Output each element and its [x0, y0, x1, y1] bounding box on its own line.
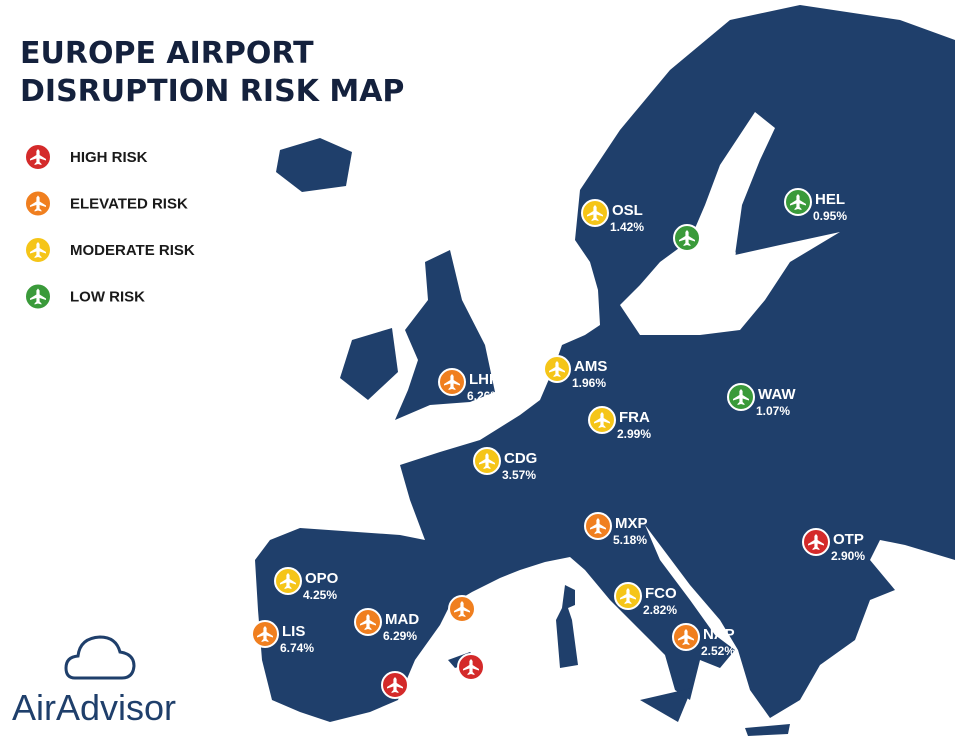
- airport-code: FRA: [619, 409, 650, 426]
- airport-rate: 0.95%: [813, 209, 847, 223]
- airport-code: OPO: [305, 570, 339, 587]
- plane-icon: [790, 194, 806, 210]
- title: DISRUPTION RISK MAP: [20, 74, 404, 109]
- sicily: [640, 688, 692, 722]
- map: [255, 5, 955, 736]
- crete: [745, 724, 790, 736]
- airport-rate: 6.74%: [280, 641, 314, 655]
- plane-icon: [678, 629, 694, 645]
- airport-rate: 2.90%: [831, 549, 865, 563]
- north-sea: [495, 240, 575, 400]
- airport-code: MXP: [615, 515, 648, 532]
- airport-rate: 2.82%: [643, 603, 677, 617]
- airport-rate: 4.25%: [303, 588, 337, 602]
- mainland: [255, 5, 955, 722]
- airport-rate: 5.25%: [477, 616, 511, 630]
- airport-code: FCO: [645, 585, 677, 602]
- legend-label: ELEVATED RISK: [70, 196, 188, 213]
- plane-icon: [549, 361, 565, 377]
- plane-icon: [30, 242, 46, 258]
- cloud-icon: [64, 635, 136, 680]
- plane-icon: [590, 518, 606, 534]
- ireland: [340, 328, 398, 400]
- legend-label: HIGH RISK: [70, 149, 148, 166]
- legend: HIGH RISK ELEVATED RISK MODERATE RISK LOW R…: [24, 143, 195, 311]
- airport-code: HEL: [815, 191, 845, 208]
- airport-code: MAD: [385, 611, 419, 628]
- plane-icon: [587, 205, 603, 221]
- logo: AirAdvisor: [12, 635, 176, 728]
- airport-rate: 11.73%: [410, 692, 450, 706]
- airport-rate: 6.29%: [383, 629, 417, 643]
- airport-code: BCN: [479, 598, 512, 615]
- plane-icon: [30, 288, 46, 305]
- title: EUROPE AIRPORT: [20, 36, 314, 71]
- plane-icon: [463, 659, 479, 675]
- plane-icon: [257, 626, 273, 642]
- airport-rate: 2.99%: [617, 427, 651, 441]
- airport-code: OSL: [612, 202, 643, 219]
- airport-code: OTP: [833, 531, 864, 548]
- baltic-sea: [620, 112, 840, 335]
- airport-rate: 3.57%: [502, 468, 536, 482]
- plane-icon: [444, 374, 460, 390]
- airport-code: WAW: [758, 386, 796, 403]
- airport-code: CDG: [504, 450, 537, 467]
- plane-icon: [360, 614, 376, 630]
- airport-rate: 6.26%: [467, 389, 501, 403]
- plane-icon: [808, 534, 824, 550]
- plane-icon: [594, 412, 610, 428]
- legend-label: MODERATE RISK: [70, 242, 195, 259]
- iceland: [276, 138, 352, 192]
- great-britain: [395, 250, 495, 420]
- plane-icon: [733, 389, 749, 405]
- airport-code: ALC: [412, 674, 443, 691]
- legend-label: LOW RISK: [70, 289, 145, 306]
- plane-icon: [280, 573, 296, 589]
- airport-code: LIS: [282, 623, 305, 640]
- airport-rate: 5.18%: [613, 533, 647, 547]
- airport-code: PMI: [488, 656, 515, 673]
- plane-icon: [454, 601, 470, 617]
- airport-code: AMS: [574, 358, 607, 375]
- airport-code: ARN: [704, 227, 737, 244]
- airport-code: LHR: [469, 371, 500, 388]
- airport-code: NAP: [703, 626, 735, 643]
- airport-rate: 1.42%: [610, 220, 644, 234]
- airport-rate: 1.96%: [572, 376, 606, 390]
- brand: AirAdvisor: [12, 687, 176, 728]
- plane-icon: [30, 149, 46, 165]
- plane-icon: [679, 230, 695, 246]
- plane-icon: [479, 453, 495, 469]
- airport-rate: 7.60%: [486, 674, 520, 688]
- airport-rate: 2.52%: [701, 644, 735, 658]
- plane-icon: [387, 677, 403, 693]
- plane-icon: [30, 195, 46, 212]
- airport-rate: 1.07%: [756, 404, 790, 418]
- plane-icon: [620, 588, 636, 604]
- airport-rate: 1.01%: [702, 245, 736, 259]
- corsica-sardinia: [556, 585, 578, 668]
